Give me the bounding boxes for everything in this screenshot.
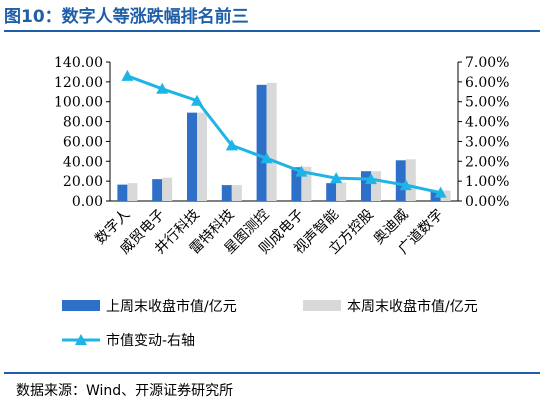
left-tick-label: 60.00 [63,134,103,150]
bar-last-week [395,160,406,201]
triangle-marker [330,172,343,184]
title-rule [4,30,540,32]
left-tick-label: 40.00 [63,154,103,170]
right-tick-label: 3.00% [465,134,509,150]
left-tick-label: 80.00 [63,115,103,131]
bar-this-week [231,185,242,201]
figure-title: 图10：数字人等涨跌幅排名前三 [4,7,249,27]
bar-this-week [162,177,173,201]
bar-last-week [221,185,232,201]
triangle-marker [260,152,273,164]
right-y-axis: 0.00% 1.00% 2.00% 3.00% 4.00% 5.00% 6.00% 7.00% [457,55,509,210]
triangle-marker [121,69,134,81]
source-rule [4,372,540,374]
triangle-marker [225,139,238,151]
legend-label-last-week: 上周末收盘市值/亿元 [106,298,237,315]
bar-last-week [361,171,371,201]
bar-this-week [336,182,347,201]
legend-label-market-change: 市值变动-右轴 [106,332,195,349]
bars-group [117,82,451,201]
right-tick-label: 4.00% [465,115,509,131]
left-tick-label: 0.00 [72,194,103,210]
bar-this-week [197,112,207,201]
triangle-marker [191,94,203,106]
triangle-marker [399,179,412,191]
left-tick-label: 140.00 [54,55,103,71]
bar-this-week [266,82,277,201]
bar-this-week [440,190,451,201]
source-note: 数据来源：Wind、开源证券研究所 [16,383,234,399]
triangle-marker [156,82,169,94]
triangle-marker [295,165,308,177]
legend-swatch-last-week [62,300,100,311]
left-tick-label: 120.00 [54,75,103,91]
bar-line-chart: 0.00 20.00 40.00 60.00 80.00 100.00 120.00 140.… [54,55,509,349]
right-tick-label: 1.00% [465,174,509,190]
triangle-marker [365,173,377,185]
legend-triangle-marker [75,334,87,345]
left-tick-label: 100.00 [54,95,103,111]
right-tick-label: 7.00% [465,55,509,71]
triangle-marker [434,186,447,198]
market-cap-change-line [126,74,441,195]
bar-last-week [187,112,197,201]
right-tick-label: 2.00% [465,154,509,170]
bar-this-week [127,183,138,201]
bar-this-week [405,159,416,201]
right-tick-label: 5.00% [465,95,509,111]
right-tick-label: 0.00% [465,194,509,210]
bar-this-week [301,166,312,201]
bar-this-week [371,171,381,201]
bar-last-week [256,84,267,201]
right-tick-label: 6.00% [465,75,509,91]
bar-last-week [152,179,163,201]
legend-swatch-this-week [303,300,341,311]
bar-last-week [326,183,337,201]
bar-last-week [117,184,128,201]
left-tick-label: 20.00 [63,174,103,190]
legend-label-this-week: 本周末收盘市值/亿元 [347,298,478,315]
line-series-group [121,69,447,198]
bar-last-week [291,167,302,201]
